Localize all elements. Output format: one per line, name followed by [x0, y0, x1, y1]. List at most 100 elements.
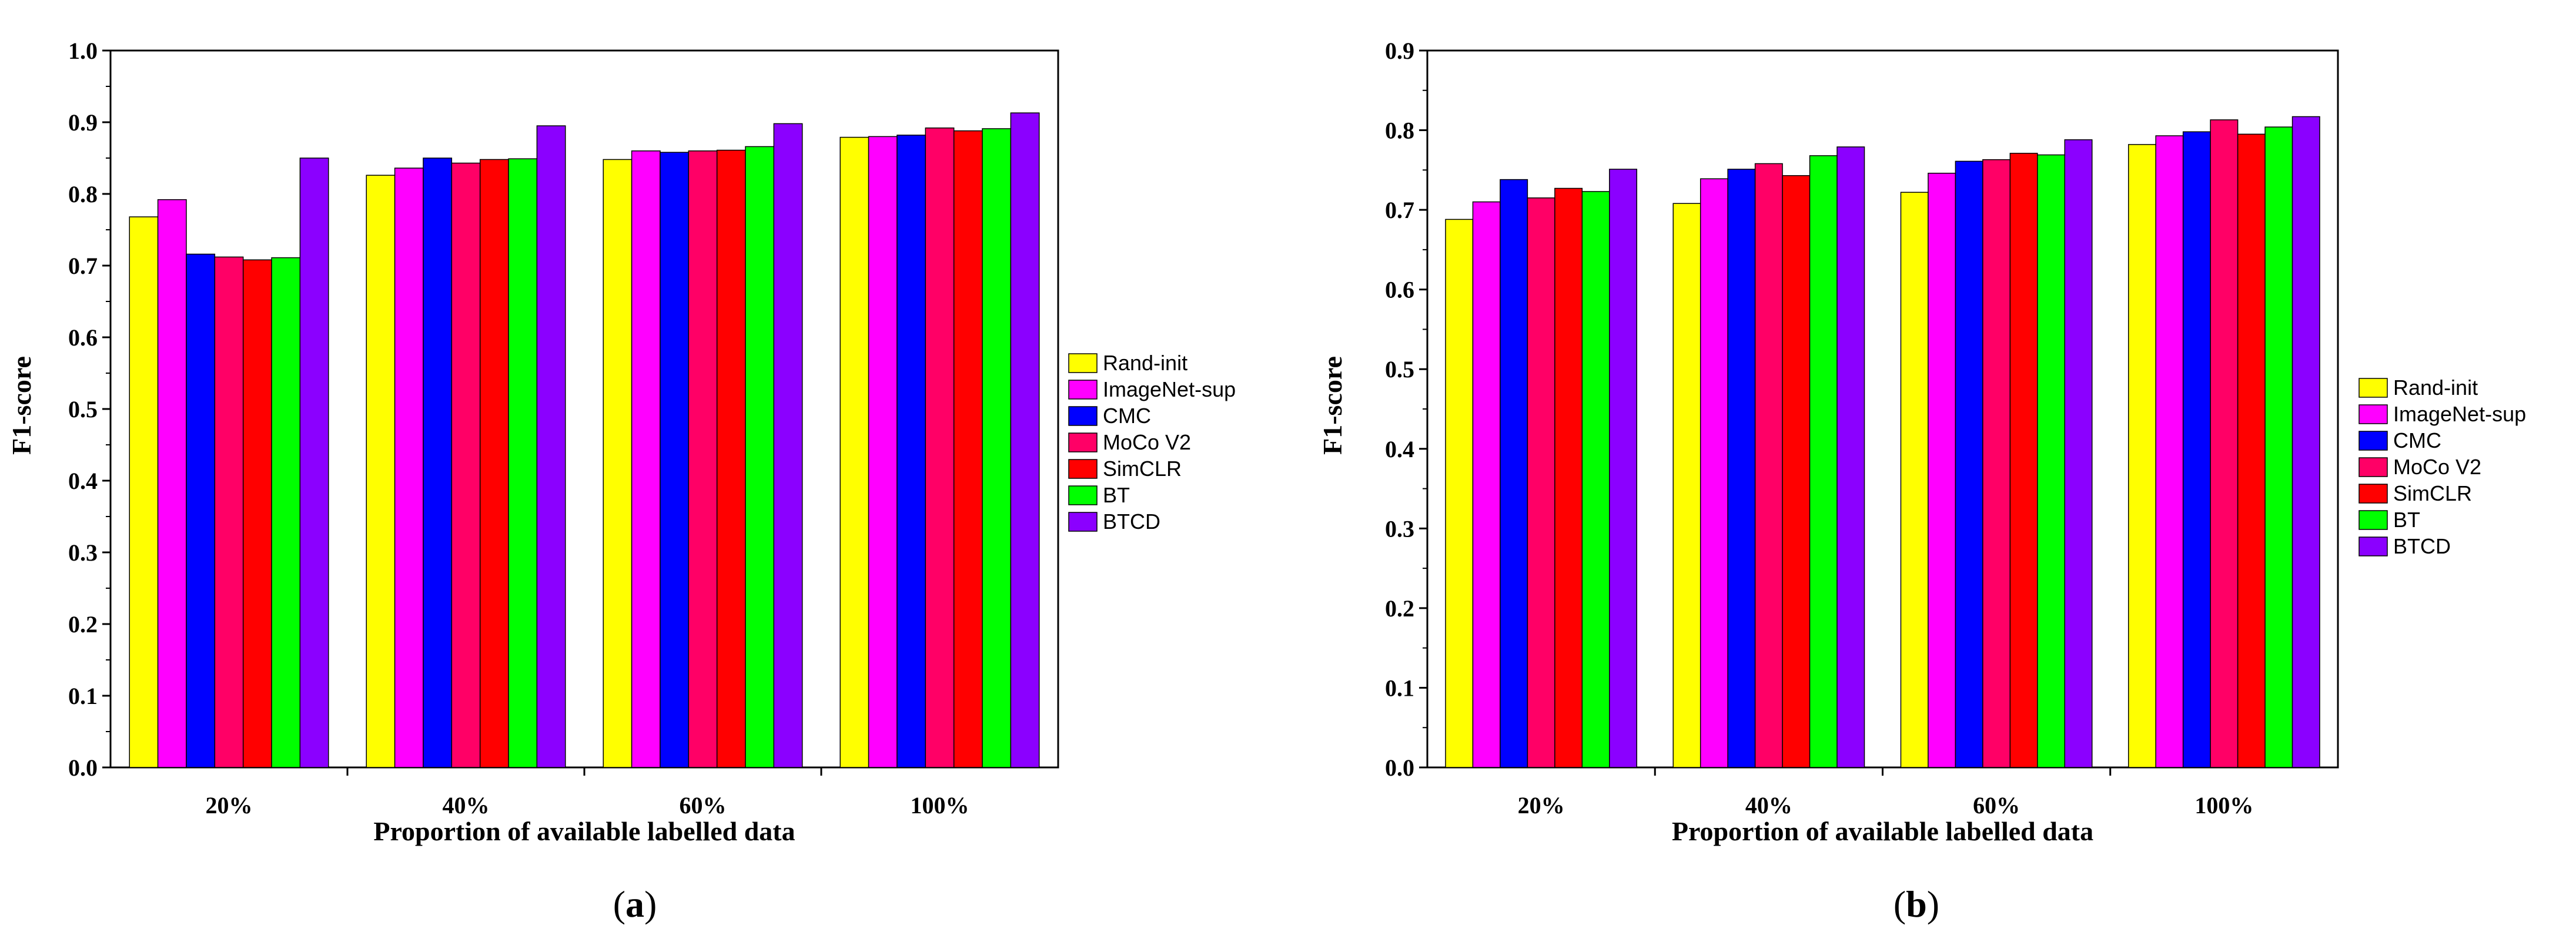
y-tick-label: 0.5 — [68, 396, 98, 422]
panel-label-letter: b — [1906, 883, 1927, 925]
bar-imagenet-sup-20pct — [1472, 201, 1501, 768]
x-tick-label: 60% — [680, 792, 727, 819]
bar-btcd-60pct — [773, 123, 803, 768]
bar-cmc-20pct — [1500, 179, 1528, 768]
bar-simclr-20pct — [1554, 187, 1583, 768]
bar-simclr-100pct — [2237, 133, 2266, 768]
y-tick-label: 0.8 — [1385, 118, 1414, 144]
legend-swatch — [1068, 353, 1098, 373]
bar-imagenet-sup-60pct — [631, 150, 661, 768]
bar-moco-v2-20pct — [1527, 197, 1555, 768]
bar-rand-init-60pct — [1900, 192, 1929, 768]
y-tick-label: 0.0 — [1385, 754, 1414, 781]
x-tick-label: 20% — [206, 792, 253, 819]
legend-swatch — [1068, 459, 1098, 479]
bar-cmc-60pct — [1955, 160, 1983, 768]
bar-cmc-100pct — [2182, 131, 2211, 768]
bar-rand-init-100pct — [2127, 144, 2156, 768]
chart-panel-a: 0.0 0.1 0.2 0.3 0.4 0.5 0.6 0.7 0.8 0.9 1.0 20% 40% 6… — [6, 38, 1236, 925]
x-axis-title: Proportion of available labelled data — [1672, 816, 2093, 846]
y-tick-label: 0.2 — [1385, 595, 1414, 622]
y-tick-label: 0.9 — [1385, 38, 1414, 64]
legend-label: SimCLR — [2393, 481, 2472, 505]
legend-label: SimCLR — [1103, 457, 1182, 481]
legend-label: CMC — [1103, 404, 1151, 428]
legend-swatch — [1068, 432, 1098, 452]
bar-rand-init-100pct — [839, 136, 869, 768]
bar-btcd-60pct — [2064, 139, 2093, 768]
bar-rand-init-60pct — [603, 159, 633, 768]
y-tick-label: 1.0 — [68, 38, 98, 64]
bar-cmc-20pct — [186, 253, 216, 768]
bar-rand-init-20pct — [129, 216, 159, 768]
panel-label-close: ) — [1927, 883, 1939, 925]
bar-btcd-20pct — [299, 157, 329, 768]
bar-imagenet-sup-40pct — [1700, 178, 1728, 768]
y-tick-label: 0.7 — [68, 253, 98, 279]
legend-swatch — [2358, 536, 2388, 556]
bar-bt-100pct — [982, 128, 1012, 768]
bar-bt-60pct — [2037, 154, 2066, 768]
legend-swatch — [2358, 510, 2388, 530]
bar-moco-v2-100pct — [925, 128, 955, 768]
bar-cmc-100pct — [896, 135, 926, 768]
bar-bt-20pct — [271, 257, 301, 768]
y-tick-label: 0.7 — [1385, 197, 1414, 223]
y-axis-title: F1-score — [6, 356, 36, 455]
bar-simclr-60pct — [2009, 153, 2038, 768]
bar-btcd-20pct — [1609, 169, 1638, 768]
y-tick-label: 0.3 — [68, 539, 98, 566]
bar-bt-20pct — [1581, 191, 1610, 768]
panel-label-open: ( — [1893, 883, 1906, 925]
y-tick-label: 0.5 — [1385, 356, 1414, 383]
bar-simclr-20pct — [242, 259, 272, 768]
bar-cmc-60pct — [660, 152, 690, 768]
bar-imagenet-sup-60pct — [1928, 173, 1956, 768]
chart-panel-b: 0.0 0.1 0.2 0.3 0.4 0.5 0.6 0.7 0.8 0.9 20% 40% 60% 1… — [1317, 38, 2526, 925]
bar-bt-40pct — [1809, 155, 1838, 768]
legend-label: Rand-init — [2393, 375, 2478, 400]
bar-imagenet-sup-100pct — [868, 136, 898, 768]
panel-label-close: ) — [644, 883, 657, 925]
y-tick-label: 0.3 — [1385, 515, 1414, 542]
x-tick-label: 60% — [1973, 792, 2020, 819]
bar-moco-v2-40pct — [1754, 163, 1783, 768]
legend-label: MoCo V2 — [1103, 430, 1191, 454]
legend-swatch — [2358, 484, 2388, 504]
y-tick-label: 0.1 — [1385, 675, 1414, 701]
bar-bt-100pct — [2264, 126, 2293, 768]
bar-btcd-40pct — [1836, 146, 1865, 768]
legend-label: ImageNet-sup — [2393, 402, 2526, 426]
x-tick-label: 100% — [911, 792, 969, 819]
legend-swatch — [2358, 404, 2388, 424]
bar-rand-init-40pct — [366, 175, 396, 768]
bar-moco-v2-40pct — [451, 162, 481, 768]
legend-swatch — [2358, 431, 2388, 451]
legend-label: CMC — [2393, 428, 2441, 452]
panel-label-open: ( — [613, 883, 625, 925]
bar-imagenet-sup-40pct — [394, 167, 424, 768]
y-tick-label: 0.1 — [68, 683, 98, 709]
legend-label: ImageNet-sup — [1103, 377, 1236, 401]
x-tick-label: 20% — [1518, 792, 1565, 819]
bar-imagenet-sup-20pct — [157, 199, 187, 768]
bar-bt-40pct — [508, 158, 538, 768]
y-tick-label: 0.4 — [68, 468, 98, 494]
legend-label: MoCo V2 — [2393, 455, 2481, 479]
legend-swatch — [1068, 380, 1098, 400]
bar-imagenet-sup-100pct — [2155, 135, 2184, 768]
y-tick-label: 0.9 — [68, 109, 98, 136]
legend-swatch — [1068, 512, 1098, 532]
bar-moco-v2-60pct — [688, 150, 718, 768]
bar-btcd-100pct — [2291, 116, 2320, 768]
legend-label: BT — [2393, 508, 2420, 532]
panel-label-letter: a — [625, 883, 644, 925]
bar-moco-v2-20pct — [214, 256, 244, 768]
bar-simclr-40pct — [479, 159, 509, 768]
x-axis-title: Proportion of available labelled data — [373, 816, 795, 846]
bar-btcd-40pct — [536, 125, 566, 768]
x-tick-label: 40% — [443, 792, 490, 819]
legend-label: Rand-init — [1103, 351, 1187, 375]
